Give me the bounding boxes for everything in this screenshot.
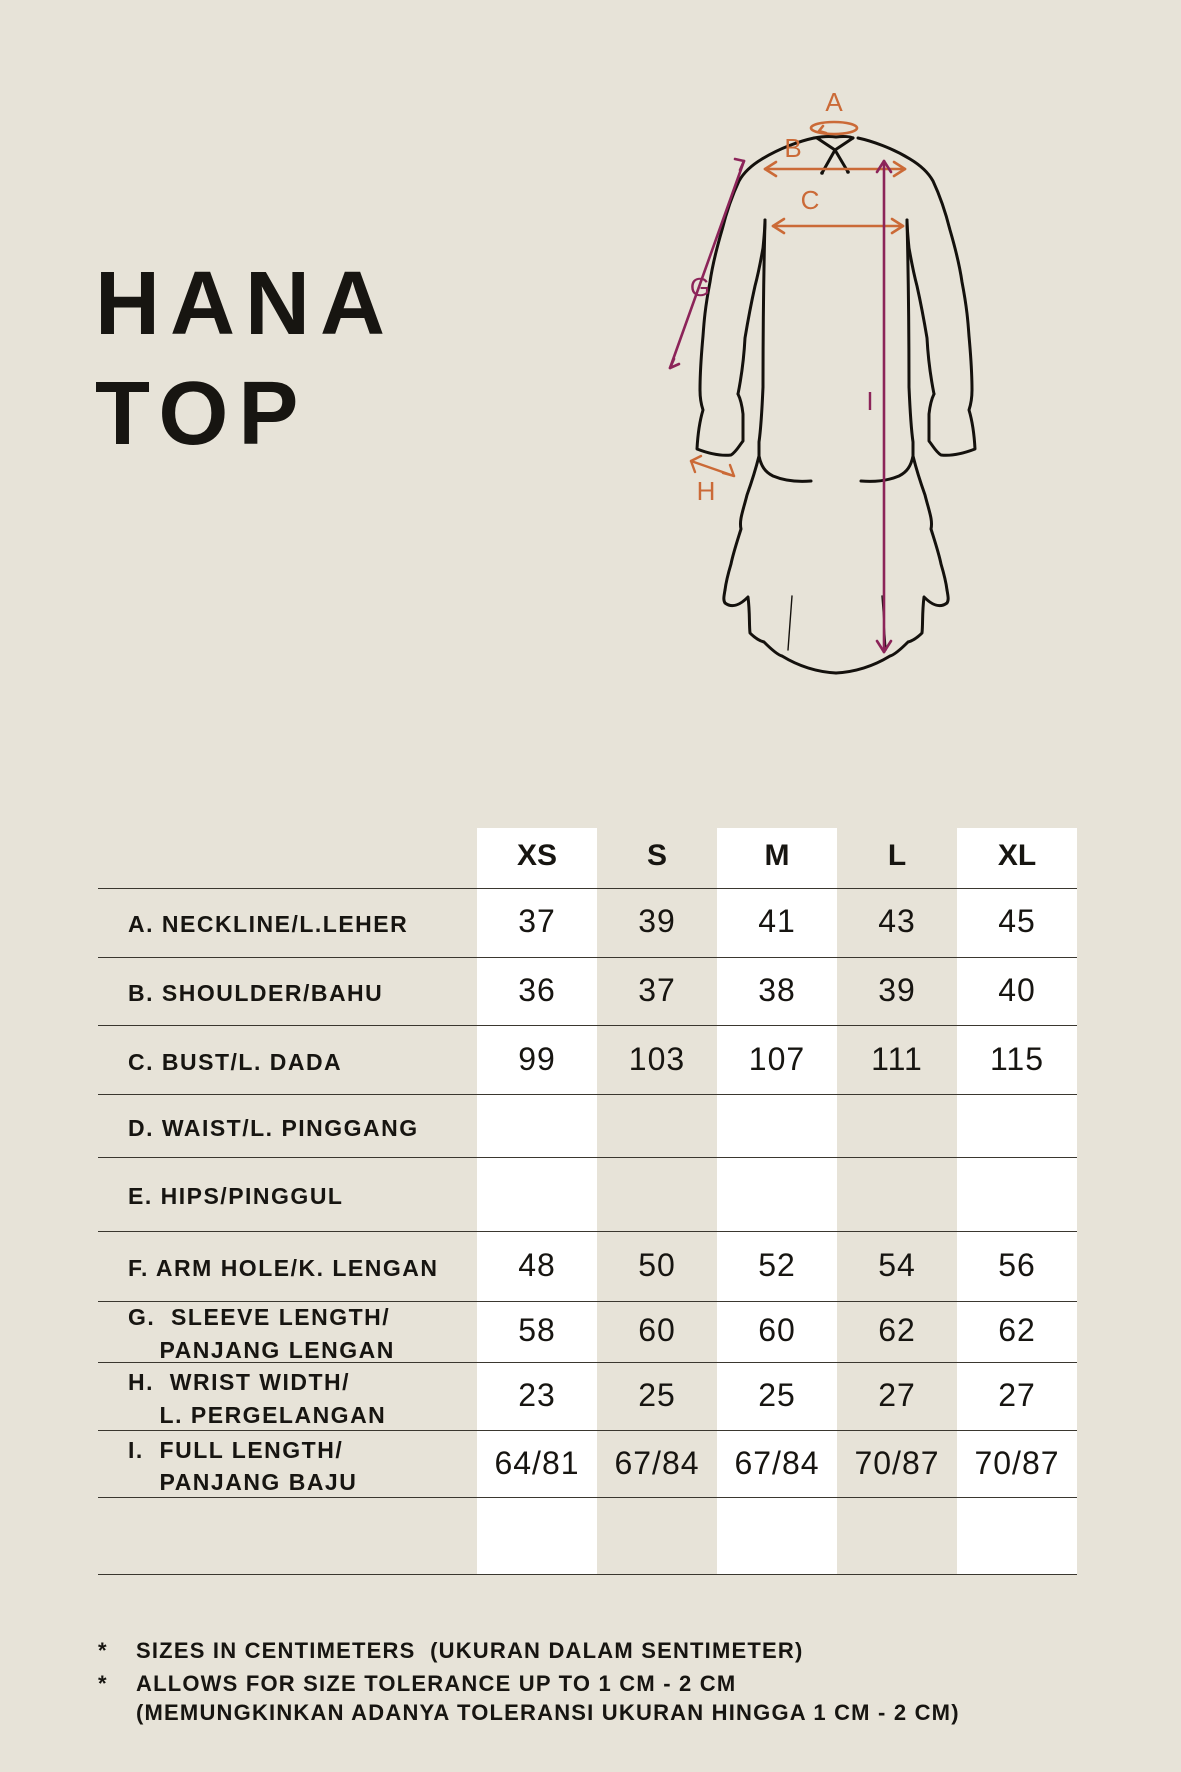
svg-text:I: I [866, 386, 873, 416]
svg-text:H: H [697, 476, 716, 506]
svg-text:B: B [784, 133, 801, 163]
svg-text:A: A [825, 87, 843, 117]
svg-text:C: C [801, 185, 820, 215]
svg-text:G: G [690, 272, 710, 302]
